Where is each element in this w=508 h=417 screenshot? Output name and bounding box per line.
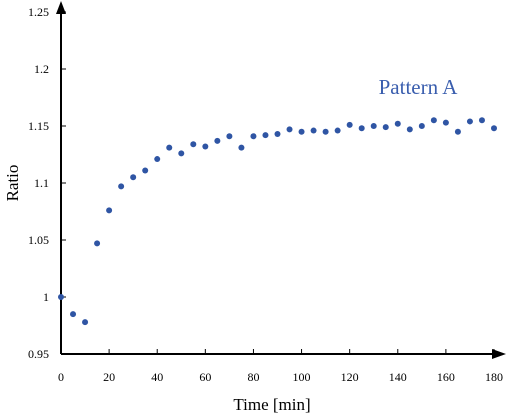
y-tick-label: 1.25 — [28, 5, 49, 19]
data-point — [478, 117, 485, 124]
x-tick-label: 0 — [58, 370, 64, 384]
y-tick-label: 1 — [43, 290, 49, 304]
data-point — [70, 311, 77, 318]
data-point — [214, 137, 221, 144]
data-point — [442, 119, 449, 126]
y-tick-label: 1.2 — [34, 62, 49, 76]
data-point — [250, 133, 257, 140]
data-point — [118, 183, 125, 190]
data-point — [58, 294, 64, 300]
data-point — [394, 120, 401, 127]
x-tick-label: 20 — [103, 370, 115, 384]
x-tick-label: 160 — [437, 370, 455, 384]
data-point — [466, 118, 473, 125]
data-point — [286, 126, 293, 133]
data-point — [238, 144, 245, 151]
data-point — [491, 125, 497, 132]
data-point — [142, 167, 149, 174]
data-point — [262, 132, 269, 139]
data-point — [226, 133, 233, 140]
data-point — [190, 141, 197, 148]
x-axis-arrow — [492, 349, 506, 359]
data-point — [154, 156, 161, 163]
x-tick-label: 40 — [151, 370, 163, 384]
data-point — [166, 144, 173, 151]
y-axis-arrow — [56, 1, 66, 14]
data-point — [130, 174, 137, 181]
pattern-label: Pattern A — [379, 75, 459, 99]
x-axis: 0 20 40 60 80 100 120 140 160 180 — [58, 349, 506, 384]
data-point — [94, 240, 101, 247]
data-point — [322, 128, 329, 135]
data-point — [430, 117, 437, 124]
y-tick-label: 1.05 — [28, 233, 49, 247]
data-point — [382, 124, 389, 131]
x-tick-label: 140 — [389, 370, 407, 384]
data-points — [58, 117, 497, 326]
x-axis-title: Time [min] — [233, 395, 310, 414]
data-point — [406, 126, 413, 133]
data-point — [274, 130, 281, 137]
data-point — [178, 150, 185, 157]
data-point — [202, 143, 209, 150]
data-point — [298, 128, 305, 135]
data-point — [82, 319, 89, 326]
x-tick-label: 120 — [341, 370, 359, 384]
data-point — [106, 207, 113, 214]
data-point — [358, 125, 365, 132]
y-axis: 0.95 1 1.05 1.1 1.15 1.2 1.25 — [28, 1, 66, 361]
data-point — [310, 127, 317, 134]
x-tick-label: 60 — [199, 370, 211, 384]
x-tick-label: 180 — [485, 370, 503, 384]
y-tick-label: 1.15 — [28, 119, 49, 133]
x-tick-label: 80 — [247, 370, 259, 384]
y-axis-title: Ratio — [3, 165, 22, 202]
y-tick-label: 1.1 — [34, 176, 49, 190]
data-point — [454, 128, 461, 135]
data-point — [418, 123, 425, 129]
x-tick-label: 100 — [293, 370, 311, 384]
data-point — [334, 127, 341, 134]
data-point — [346, 121, 353, 128]
data-point — [370, 123, 377, 129]
y-tick-label: 0.95 — [28, 347, 49, 361]
